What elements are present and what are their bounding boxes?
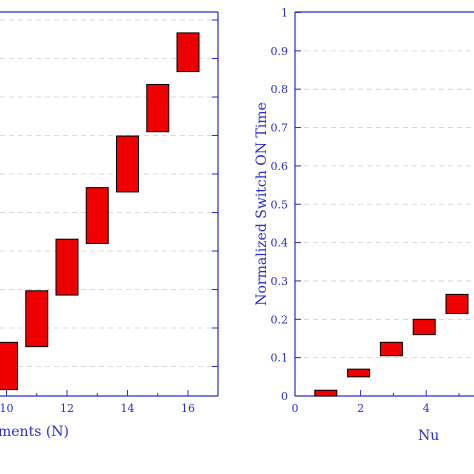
right-chart: 00.10.20.30.40.50.60.70.80.91 0246 Norma…: [254, 7, 474, 444]
left-boxes: [0, 32, 200, 391]
left-box: [176, 32, 200, 73]
right-box: [314, 389, 338, 397]
left-box: [85, 187, 109, 244]
left-box: [25, 290, 49, 348]
right-y-tick-label: 0.9: [271, 45, 289, 58]
right-y-tick-label: 0.5: [271, 198, 289, 211]
left-x-axis-label: ments (N): [0, 424, 69, 440]
left-box: [116, 135, 139, 193]
left-gridlines: [0, 19, 218, 367]
right-box: [412, 318, 436, 336]
right-y-tick-label: 1: [281, 7, 288, 20]
right-y-tick-label: 0.3: [271, 275, 289, 288]
right-box: [379, 341, 403, 357]
right-y-tick-label: 0.6: [271, 160, 289, 173]
right-y-tick-label: 0.7: [271, 122, 289, 135]
left-box: [55, 238, 79, 296]
right-x-ticks: 0246: [292, 390, 460, 415]
right-box: [347, 368, 371, 378]
left-box: [146, 83, 170, 133]
right-boxes: [314, 293, 469, 397]
right-y-axis-label: Normalized Switch ON Time: [254, 102, 270, 306]
right-x-tick-label: 2: [357, 402, 364, 415]
right-y-tick-label: 0.1: [271, 352, 289, 365]
right-y-tick-label: 0.2: [271, 313, 289, 326]
right-y-tick-label: 0.8: [271, 83, 289, 96]
right-x-tick-label: 0: [292, 402, 299, 415]
right-box: [445, 293, 469, 315]
left-x-tick-label: 16: [181, 402, 195, 415]
left-chart: 10 12 14 16 ments (N): [0, 11, 219, 440]
left-x-tick-label: 10: [0, 402, 14, 415]
left-x-tick-label: 14: [121, 402, 135, 415]
right-y-ticks: 0 0.1 0.2 0.3 0.4 0.5 0.6 0.7 0.8 0.9 1: [271, 7, 301, 403]
right-y-tick-label: 0: [281, 390, 288, 403]
left-x-tick-label: 12: [60, 402, 74, 415]
left-x-ticks: 10 12 14 16: [0, 390, 195, 415]
left-box: [0, 341, 18, 391]
right-y-tick-label: 0.4: [271, 237, 289, 250]
right-x-axis-label: Nu: [418, 428, 439, 444]
right-x-tick-label: 4: [423, 402, 430, 415]
right-gridlines: [295, 50, 474, 359]
